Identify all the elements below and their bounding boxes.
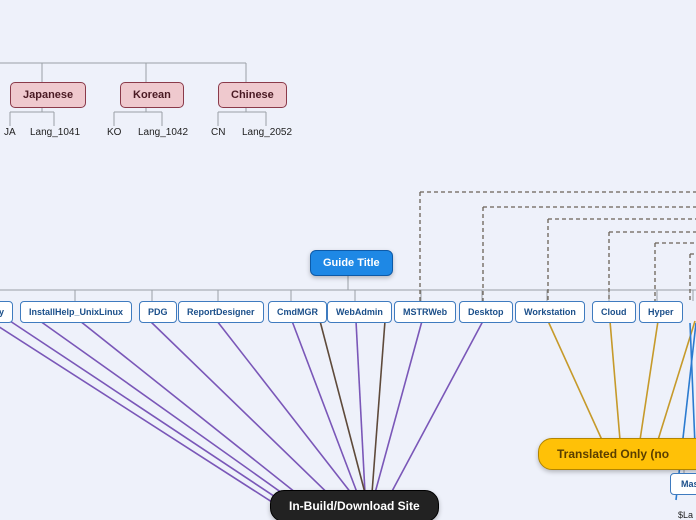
lang-label: Chinese <box>231 89 274 101</box>
lang-id: Lang_1041 <box>30 127 80 138</box>
inbuild-label: In-Build/Download Site <box>289 499 420 513</box>
lang-korean-node[interactable]: Korean <box>120 82 184 108</box>
module-label: ReportDesigner <box>187 307 255 317</box>
module-workstation[interactable]: Workstation <box>515 301 585 323</box>
lang-japanese-node[interactable]: Japanese <box>10 82 86 108</box>
guide-title-node[interactable]: Guide Title <box>310 250 393 276</box>
lang-id: Lang_1042 <box>138 127 188 138</box>
module-hyper[interactable]: Hyper <box>639 301 683 323</box>
module-label: WebAdmin <box>336 307 383 317</box>
module-label: y <box>0 307 4 317</box>
module-cloud[interactable]: Cloud <box>592 301 636 323</box>
module-label: Desktop <box>468 307 504 317</box>
module-desktop[interactable]: Desktop <box>459 301 513 323</box>
module-cmdmgr[interactable]: CmdMGR <box>268 301 327 323</box>
module-label: CmdMGR <box>277 307 318 317</box>
lang-id: Lang_2052 <box>242 127 292 138</box>
lang-code: JA <box>4 127 16 138</box>
module-label: PDG <box>148 307 168 317</box>
lang-code: KO <box>107 127 121 138</box>
footnote-label: $La <box>678 510 693 520</box>
module-label: Hyper <box>648 307 674 317</box>
translated-only-node[interactable]: Translated Only (no <box>538 438 696 470</box>
translated-label: Translated Only (no <box>557 447 669 461</box>
module-cutoff[interactable]: y <box>0 301 13 323</box>
lang-label: Japanese <box>23 89 73 101</box>
lang-code: CN <box>211 127 225 138</box>
lang-label: Korean <box>133 89 171 101</box>
module-pdg[interactable]: PDG <box>139 301 177 323</box>
module-mstrweb[interactable]: MSTRWeb <box>394 301 456 323</box>
module-installhelp[interactable]: InstallHelp_UnixLinux <box>20 301 132 323</box>
module-label: InstallHelp_UnixLinux <box>29 307 123 317</box>
module-reportdesigner[interactable]: ReportDesigner <box>178 301 264 323</box>
module-webadmin[interactable]: WebAdmin <box>327 301 392 323</box>
inbuild-download-node[interactable]: In-Build/Download Site <box>270 490 439 520</box>
master-node[interactable]: Mas <box>670 473 696 495</box>
master-label: Mas <box>681 479 696 489</box>
guide-title-label: Guide Title <box>323 257 380 269</box>
module-label: Workstation <box>524 307 576 317</box>
lang-chinese-node[interactable]: Chinese <box>218 82 287 108</box>
module-label: MSTRWeb <box>403 307 447 317</box>
module-label: Cloud <box>601 307 627 317</box>
